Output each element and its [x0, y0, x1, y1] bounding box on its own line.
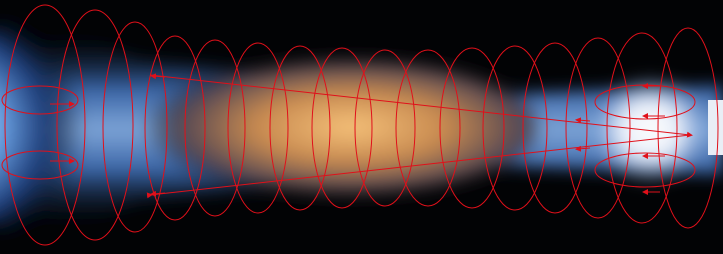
page: {}: [0, 0, 723, 254]
flame-photo: [0, 0, 723, 254]
nozzle: [708, 100, 723, 155]
